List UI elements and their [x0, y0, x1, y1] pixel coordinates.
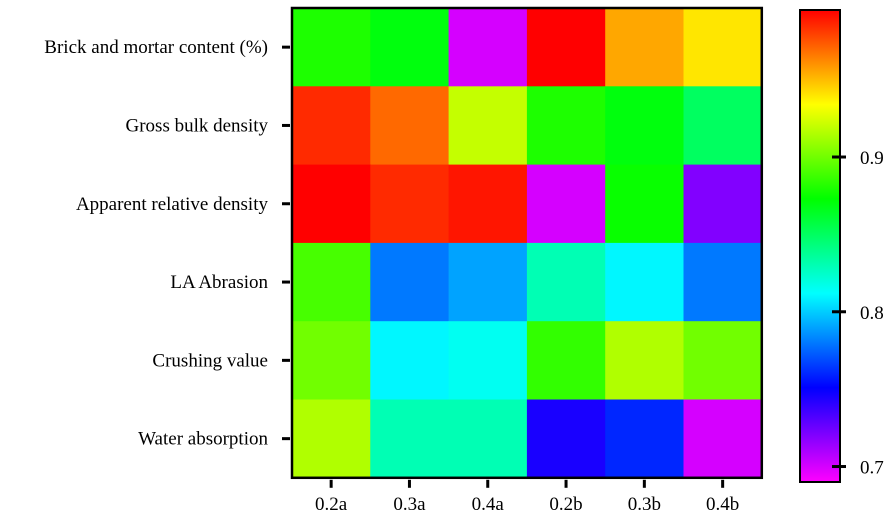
heatmap-cell: [683, 242, 763, 322]
heatmap-cell: [448, 86, 528, 166]
colorbar: 0.9 0.8 0.7: [799, 9, 884, 483]
x-tick-label: 0.4a: [472, 494, 505, 515]
heatmap-cell: [683, 321, 763, 401]
y-tick-label: Crushing value: [152, 350, 268, 371]
heatmap-cell: [370, 399, 450, 479]
heatmap-cell: [683, 8, 763, 87]
x-axis: 0.2a 0.3a 0.4a 0.2b 0.3b 0.4b: [315, 479, 739, 515]
heatmap-cell: [605, 86, 685, 166]
heatmap-cell: [683, 164, 763, 244]
heatmap-cell: [292, 321, 371, 401]
x-tick-label: 0.3b: [628, 494, 661, 515]
heatmap-cell: [526, 399, 606, 479]
heatmap-cell: [292, 164, 371, 244]
colorbar-tick-label: 0.8: [860, 303, 884, 324]
heatmap-cell: [605, 164, 685, 244]
heatmap-cell: [370, 242, 450, 322]
heatmap-cell: [370, 86, 450, 166]
y-tick-label: Gross bulk density: [126, 115, 269, 136]
plot-frame: [290, 6, 764, 480]
colorbar-tick-label: 0.9: [860, 148, 884, 169]
y-axis: Brick and mortar content (%) Gross bulk d…: [44, 37, 290, 450]
x-tick-label: 0.2a: [315, 494, 348, 515]
colorbar-tick-label: 0.7: [860, 458, 884, 479]
heatmap-cell: [370, 8, 450, 87]
heatmap-cell: [292, 399, 371, 479]
heatmap-cell: [370, 164, 450, 244]
heatmap-cell: [526, 86, 606, 166]
heatmap-cells: [292, 8, 763, 479]
heatmap-cell: [526, 242, 606, 322]
heatmap-cell: [448, 242, 528, 322]
y-tick-label: Apparent relative density: [76, 194, 269, 215]
x-tick-label: 0.3a: [393, 494, 426, 515]
heatmap-cell: [448, 8, 528, 87]
heatmap-cell: [605, 321, 685, 401]
heatmap-cell: [292, 86, 371, 166]
y-tick-label: Brick and mortar content (%): [44, 37, 268, 58]
y-tick-label: LA Abrasion: [170, 272, 268, 293]
colorbar-gradient: [799, 9, 841, 483]
y-tick-label: Water absorption: [138, 429, 268, 450]
heatmap-cell: [448, 164, 528, 244]
heatmap-cell: [292, 242, 371, 322]
heatmap-cell: [526, 164, 606, 244]
heatmap-cell: [448, 321, 528, 401]
heatmap-cell: [605, 8, 685, 87]
heatmap-cell: [605, 399, 685, 479]
heatmap-cell: [292, 8, 371, 87]
heatmap-cell: [605, 242, 685, 322]
heatmap-cell: [526, 8, 606, 87]
heatmap-cell: [683, 86, 763, 166]
x-tick-label: 0.2b: [549, 494, 582, 515]
heatmap-cell: [683, 399, 763, 479]
x-tick-label: 0.4b: [706, 494, 739, 515]
heatmap-cell: [526, 321, 606, 401]
heatmap-cell: [370, 321, 450, 401]
heatmap-cell: [448, 399, 528, 479]
